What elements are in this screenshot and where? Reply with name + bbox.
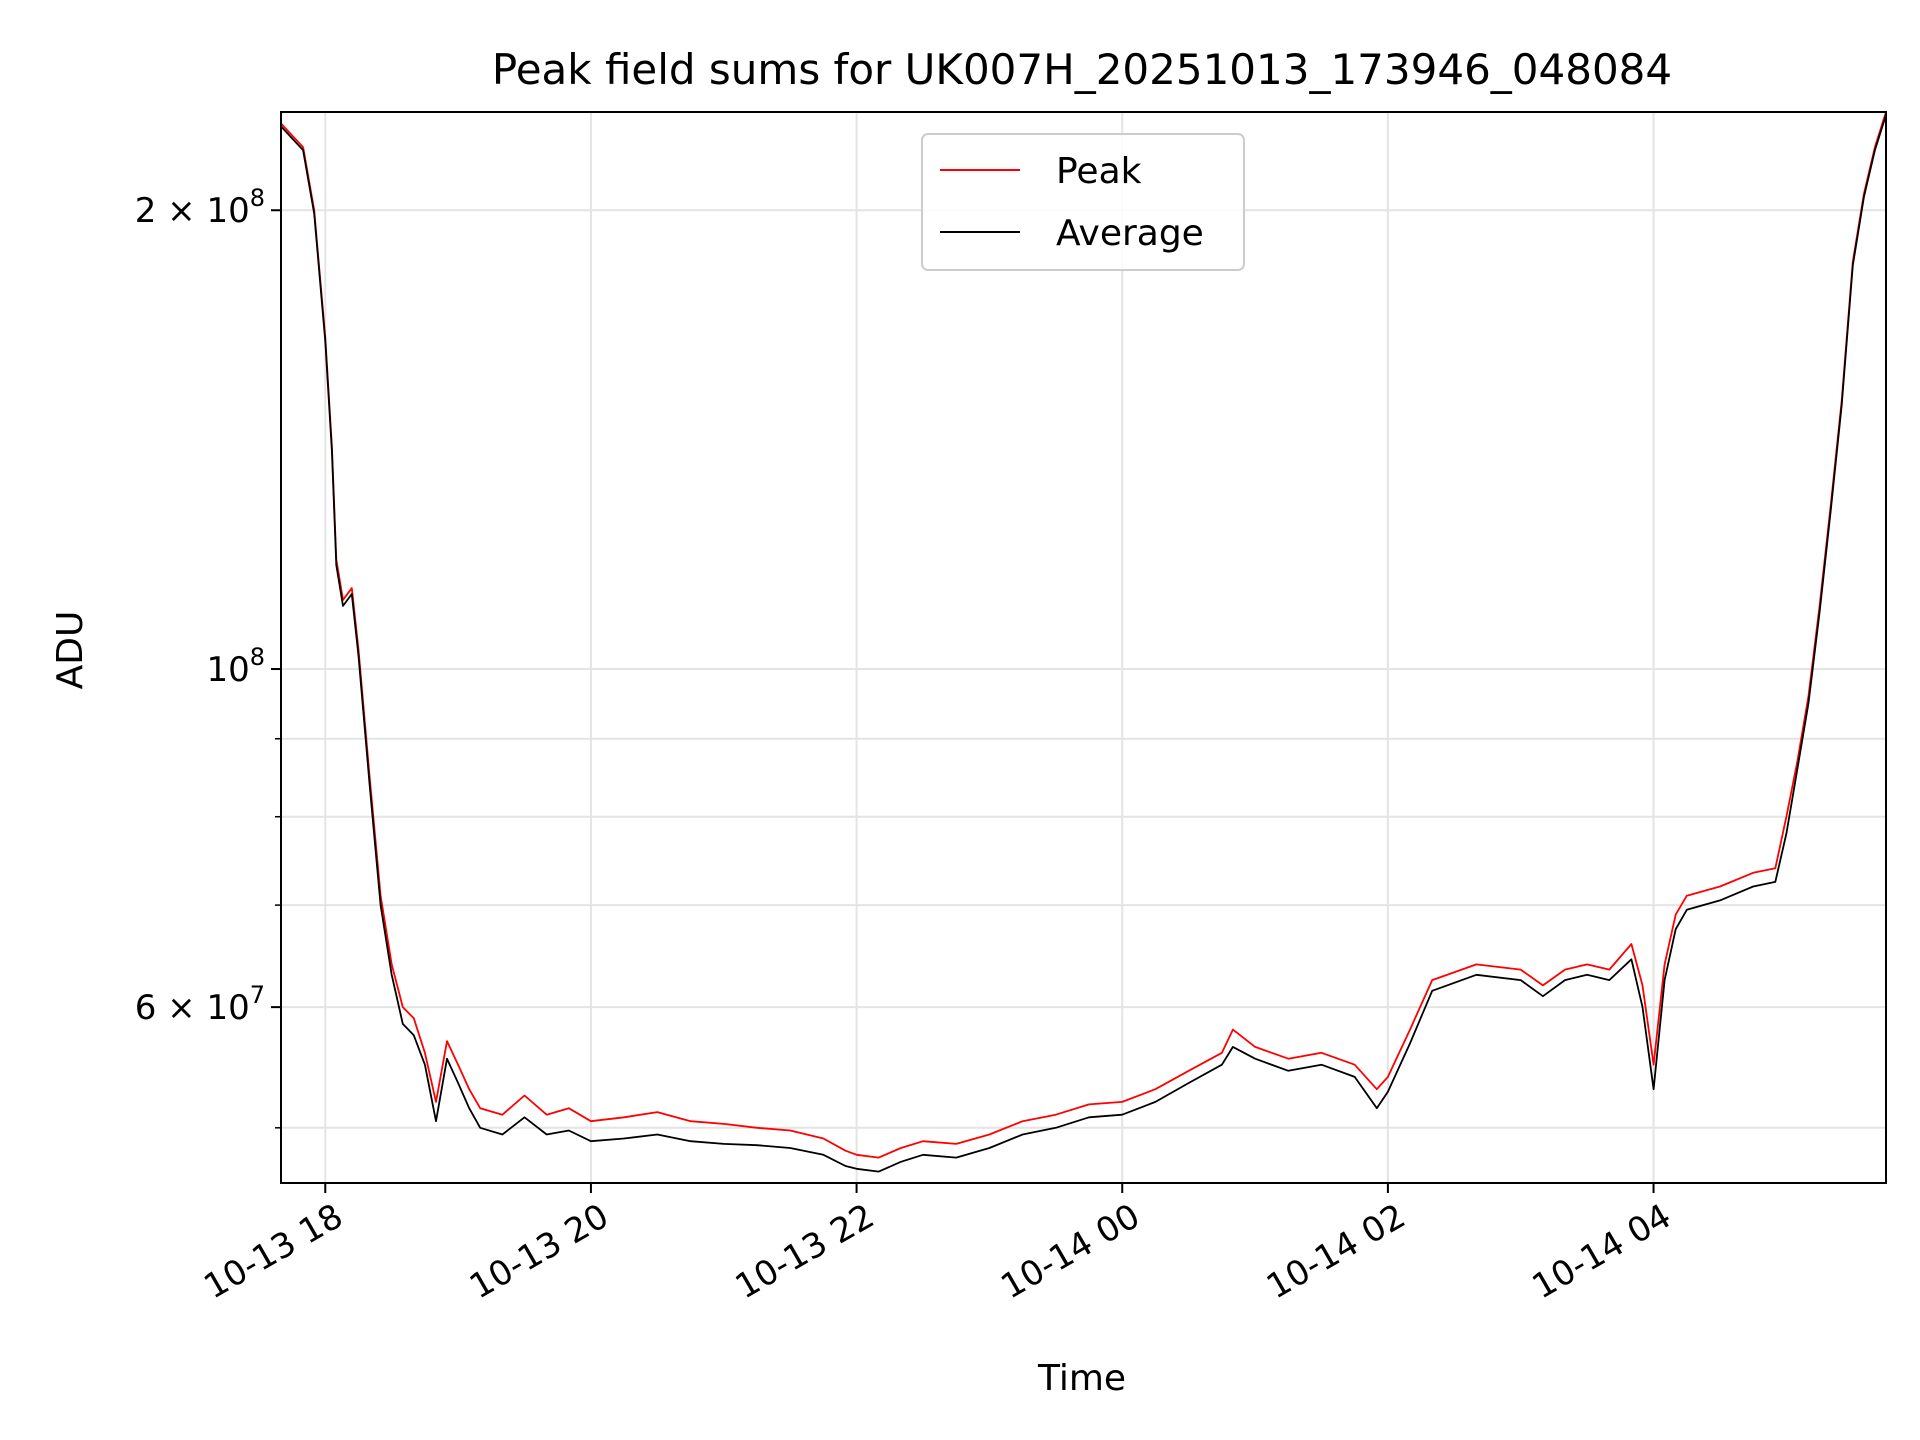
- y-tick-label: 6 × 107: [135, 981, 265, 1028]
- legend-label-average: Average: [1056, 213, 1204, 254]
- y-tick-label: 108: [206, 643, 265, 690]
- plot-lines: [280, 111, 1887, 1173]
- y-tick-exponent: 8: [250, 643, 265, 671]
- y-tick-exponent: 7: [250, 981, 265, 1009]
- y-tick-exponent: 8: [250, 184, 265, 212]
- y-tick-base: 2 × 10: [135, 191, 250, 231]
- axes-frame: [280, 111, 1887, 1184]
- x-axis-label: Time: [1037, 1358, 1126, 1399]
- legend-box: [921, 133, 1245, 271]
- chart-title: Peak field sums for UK007H_20251013_1739…: [492, 45, 1672, 94]
- y-tick-base: 6 × 10: [135, 988, 250, 1028]
- series-line-peak: [280, 111, 1887, 1159]
- y-axis-label: ADU: [50, 611, 91, 690]
- y-tick-base: 10: [206, 650, 249, 690]
- legend: Peak Average: [921, 133, 1245, 271]
- legend-label-peak: Peak: [1056, 151, 1142, 192]
- series-line-average: [280, 114, 1887, 1173]
- y-tick-label: 2 × 108: [135, 184, 265, 231]
